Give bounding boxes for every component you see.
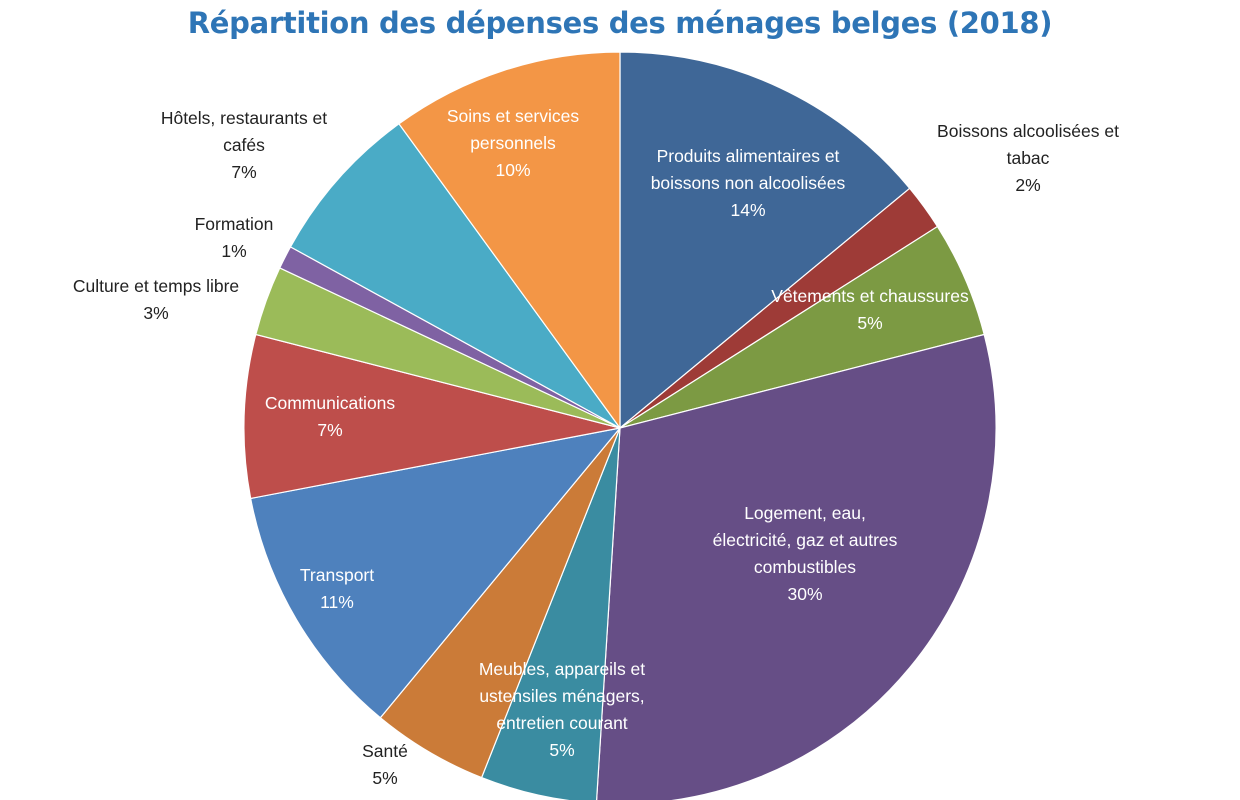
slices-layer <box>243 51 997 800</box>
slice-name-label: Vêtements et chaussures <box>771 286 969 306</box>
slice-name-label: cafés <box>223 135 265 155</box>
labels-layer: Produits alimentaires et boissons non alc… <box>73 106 1119 788</box>
pie-slice <box>249 427 622 719</box>
slice-name-label: électricité, gaz et autres <box>713 530 898 550</box>
slice-name-label: Communications <box>265 393 396 413</box>
slice-name-label: entretien courant <box>496 713 627 733</box>
slice-name-label: tabac <box>1007 148 1050 168</box>
slice-percent-label: 7% <box>317 420 342 440</box>
pie-slice <box>595 333 997 800</box>
slice-percent-label: 14% <box>730 200 765 220</box>
slice-label: Hôtels, restaurants et cafés 7% <box>161 108 327 182</box>
slice-name-label: Soins et services <box>447 106 580 126</box>
slice-label: Meubles, appareils et ustensiles ménagers… <box>479 659 645 760</box>
slice-label: Culture et temps libre 3% <box>73 276 239 323</box>
pie-slice <box>619 51 911 430</box>
slice-name-label: Meubles, appareils et <box>479 659 645 679</box>
slice-name-label: combustibles <box>754 557 856 577</box>
slice-name-label: personnels <box>470 133 556 153</box>
slice-percent-label: 5% <box>549 740 574 760</box>
slice-name-label: ustensiles ménagers, <box>479 686 644 706</box>
slice-label: Santé 5% <box>362 741 408 788</box>
slice-label: Produits alimentaires et boissons non alc… <box>651 146 846 220</box>
slice-label: Transport 11% <box>300 565 374 612</box>
slice-percent-label: 7% <box>231 162 256 182</box>
slice-name-label: Produits alimentaires et <box>657 146 840 166</box>
slice-percent-label: 11% <box>320 592 354 612</box>
slice-percent-label: 3% <box>143 303 168 323</box>
slice-name-label: boissons non alcoolisées <box>651 173 846 193</box>
slice-name-label: Culture et temps libre <box>73 276 239 296</box>
pie-slice <box>289 122 621 429</box>
slice-name-label: Boissons alcoolisées et <box>937 121 1119 141</box>
chart-title: Répartition des dépenses des ménages bel… <box>187 6 1053 40</box>
slice-label: Logement, eau, électricité, gaz et autres… <box>713 503 898 604</box>
slice-percent-label: 10% <box>495 160 530 180</box>
slice-label: Communications 7% <box>265 393 396 440</box>
slice-label: Formation 1% <box>195 214 274 261</box>
slice-percent-label: 2% <box>1015 175 1040 195</box>
slice-name-label: Santé <box>362 741 408 761</box>
slice-name-label: Logement, eau, <box>744 503 866 523</box>
slice-percent-label: 30% <box>787 584 822 604</box>
slice-name-label: Hôtels, restaurants et <box>161 108 327 128</box>
slice-percent-label: 5% <box>857 313 882 333</box>
pie-slice <box>398 51 621 430</box>
slice-percent-label: 5% <box>372 768 397 788</box>
pie-slice <box>243 333 621 500</box>
slice-name-label: Transport <box>300 565 374 585</box>
slice-label: Soins et services personnels 10% <box>447 106 580 180</box>
slice-name-label: Formation <box>195 214 274 234</box>
slice-label: Boissons alcoolisées et tabac 2% <box>937 121 1119 195</box>
slice-percent-label: 1% <box>221 241 246 261</box>
slice-label: Vêtements et chaussures 5% <box>771 286 969 333</box>
